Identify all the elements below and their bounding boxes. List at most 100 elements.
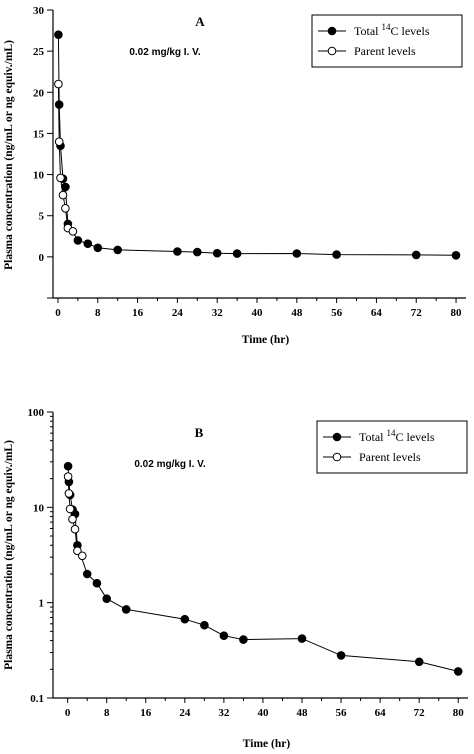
data-point xyxy=(212,248,222,258)
x-tick-label: 56 xyxy=(336,707,348,719)
data-point xyxy=(54,30,63,40)
panel-label: B xyxy=(195,425,204,440)
data-point xyxy=(68,227,78,236)
data-point xyxy=(63,472,73,481)
data-point xyxy=(54,79,63,89)
data-point xyxy=(113,245,122,255)
data-point xyxy=(58,190,68,200)
data-point xyxy=(61,182,70,192)
y-tick-label: 5 xyxy=(39,211,45,223)
x-tick-label: 8 xyxy=(95,307,101,319)
legend-box xyxy=(311,14,463,68)
data-point xyxy=(219,631,229,641)
data-point xyxy=(451,251,461,260)
y-axis-label: Plasma concentration (ng/mL or ng equiv.… xyxy=(3,40,15,270)
x-tick-label: 80 xyxy=(451,307,463,319)
y-tick-label: 10 xyxy=(33,170,45,182)
series-parent xyxy=(63,472,87,561)
x-tick-label: 32 xyxy=(218,707,230,719)
chart-panel-B: 0 8 16 24 32 40 48 56 64 72 80 0.1 1 10 100 Time (hr) Pl… xyxy=(3,407,468,750)
x-tick-label: 16 xyxy=(140,707,152,719)
data-point xyxy=(65,504,75,514)
x-tick-label: 48 xyxy=(291,307,303,319)
data-point xyxy=(93,243,103,253)
legend: Total 14C levels Parent levels xyxy=(316,420,468,474)
y-tick-label: 1 xyxy=(39,598,45,610)
y-tick-label: 30 xyxy=(33,5,45,17)
data-point xyxy=(173,247,182,256)
y-tick-label: 10 xyxy=(33,502,45,514)
dose-annotation: 0.02 mg/kg I. V. xyxy=(129,47,201,58)
data-point xyxy=(121,605,131,614)
data-point xyxy=(68,514,77,524)
data-point xyxy=(102,594,111,604)
data-point xyxy=(83,239,93,248)
x-tick-label: 72 xyxy=(414,707,426,719)
x-axis-label: Time (hr) xyxy=(242,334,290,346)
x-tick-label: 32 xyxy=(212,307,224,319)
data-point xyxy=(297,634,307,643)
data-point xyxy=(411,250,421,260)
x-tick-label: 48 xyxy=(297,707,309,719)
data-point xyxy=(414,657,424,667)
x-tick-label: 40 xyxy=(252,307,264,319)
data-point xyxy=(193,247,202,257)
y-tick-label: 20 xyxy=(33,87,45,99)
x-tick-label: 0 xyxy=(55,307,61,319)
data-point xyxy=(332,250,341,259)
x-tick-label: 56 xyxy=(331,307,343,319)
legend-marker xyxy=(327,46,337,56)
data-point xyxy=(232,249,242,258)
x-tick-label: 24 xyxy=(172,307,184,319)
chart-panel-A: 0 8 16 24 32 40 48 56 64 72 80 0 5 10 15 20 25 30 Time (hr… xyxy=(3,5,466,346)
legend-box xyxy=(316,420,468,474)
series-line xyxy=(57,34,457,256)
data-point xyxy=(63,461,73,471)
legend-label: Parent levels xyxy=(354,44,416,58)
data-point xyxy=(54,137,64,146)
data-point xyxy=(453,667,463,676)
x-tick-label: 80 xyxy=(453,707,465,719)
legend-marker xyxy=(327,26,337,36)
x-axis-label: Time (hr) xyxy=(243,738,291,750)
data-point xyxy=(92,578,102,588)
x-tick-label: 16 xyxy=(132,307,144,319)
series-total-14c xyxy=(63,461,463,676)
legend-marker xyxy=(332,452,342,462)
dose-annotation: 0.02 mg/kg I. V. xyxy=(134,459,206,470)
legend-label: Parent levels xyxy=(359,450,421,464)
data-point xyxy=(70,524,80,534)
y-tick-label: 25 xyxy=(33,46,45,58)
data-point xyxy=(336,651,346,660)
x-tick-label: 0 xyxy=(65,707,71,719)
x-tick-label: 64 xyxy=(375,707,387,719)
legend-marker xyxy=(332,432,342,442)
x-tick-label: 24 xyxy=(179,707,191,719)
y-tick-label: 15 xyxy=(33,128,45,140)
panel-label: A xyxy=(195,14,205,29)
data-point xyxy=(180,614,190,624)
data-point xyxy=(73,546,82,556)
legend-label: Total 14C levels xyxy=(354,22,430,38)
y-tick-label: 100 xyxy=(28,407,45,419)
data-point xyxy=(64,489,74,498)
series-parent xyxy=(54,79,78,236)
legend: Total 14C levels Parent levels xyxy=(311,14,463,68)
series-line xyxy=(67,466,459,672)
x-tick-label: 40 xyxy=(257,707,269,719)
x-tick-label: 72 xyxy=(411,307,423,319)
legend-label: Total 14C levels xyxy=(359,428,435,444)
y-tick-label: 0.1 xyxy=(30,693,44,705)
data-point xyxy=(78,551,87,561)
y-tick-label: 0 xyxy=(39,252,45,264)
data-point xyxy=(73,236,83,245)
data-point xyxy=(200,620,209,630)
data-point xyxy=(61,204,70,213)
y-axis-label: Plasma concentration (ng/mL or ng equiv.… xyxy=(3,440,15,670)
x-tick-label: 64 xyxy=(371,307,383,319)
data-point xyxy=(56,173,65,183)
data-point xyxy=(82,569,92,579)
data-point xyxy=(239,635,248,644)
data-point xyxy=(292,249,302,258)
